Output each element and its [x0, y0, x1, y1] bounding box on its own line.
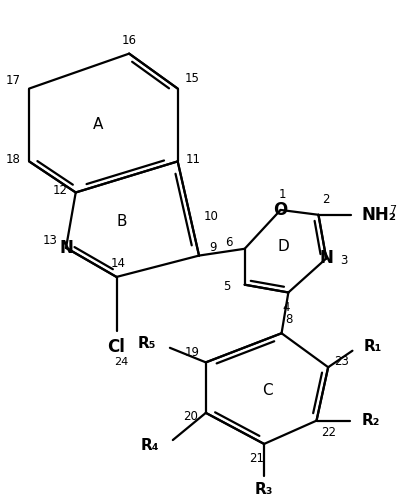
Text: R₃: R₃ — [255, 482, 273, 497]
Text: 15: 15 — [185, 72, 200, 86]
Text: NH₂: NH₂ — [361, 206, 396, 224]
Text: 11: 11 — [186, 153, 201, 166]
Text: N: N — [59, 239, 73, 257]
Text: 23: 23 — [334, 355, 349, 368]
Text: A: A — [93, 117, 103, 132]
Text: 17: 17 — [6, 74, 21, 88]
Text: 1: 1 — [279, 188, 286, 201]
Text: D: D — [278, 239, 290, 254]
Text: 9: 9 — [209, 242, 217, 254]
Text: O: O — [273, 201, 288, 219]
Text: 18: 18 — [6, 153, 21, 166]
Text: 24: 24 — [114, 358, 128, 368]
Text: 19: 19 — [185, 346, 200, 359]
Text: R₂: R₂ — [361, 413, 380, 428]
Text: 22: 22 — [321, 426, 336, 439]
Text: Cl: Cl — [107, 338, 126, 356]
Text: 20: 20 — [183, 410, 198, 423]
Text: 8: 8 — [286, 313, 293, 326]
Text: B: B — [117, 214, 128, 230]
Text: 5: 5 — [223, 280, 231, 293]
Text: 4: 4 — [283, 300, 290, 314]
Text: R₅: R₅ — [138, 336, 156, 351]
Text: 12: 12 — [53, 184, 68, 197]
Text: 6: 6 — [225, 236, 233, 250]
Text: N: N — [319, 250, 333, 268]
Text: 10: 10 — [203, 210, 218, 223]
Text: 3: 3 — [340, 254, 347, 267]
Text: 13: 13 — [43, 234, 58, 246]
Text: R₄: R₄ — [141, 438, 159, 454]
Text: C: C — [262, 382, 272, 398]
Text: 14: 14 — [111, 257, 126, 270]
Text: 16: 16 — [122, 34, 137, 46]
Text: 2: 2 — [322, 193, 330, 206]
Text: 7: 7 — [389, 205, 396, 215]
Text: R₁: R₁ — [364, 340, 383, 354]
Text: 21: 21 — [249, 452, 264, 465]
